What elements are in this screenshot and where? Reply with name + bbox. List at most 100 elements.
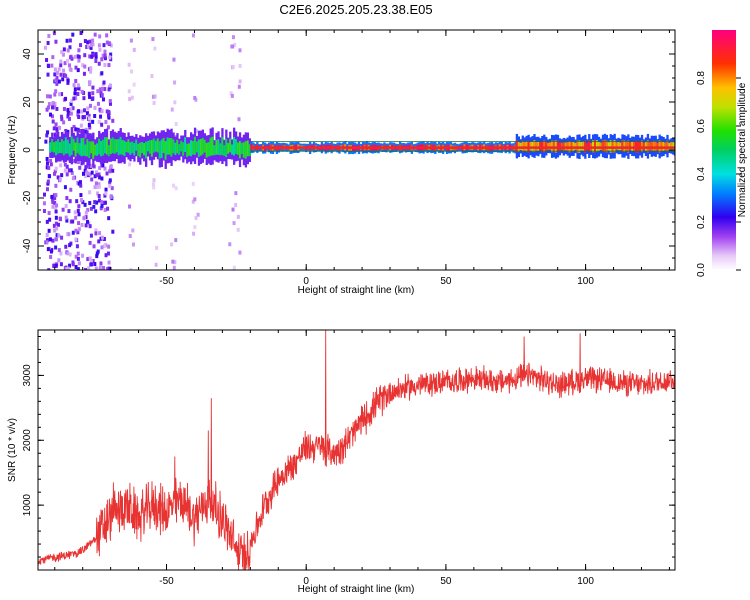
heatmap-cell xyxy=(51,238,55,243)
heatmap-cell xyxy=(99,206,103,211)
heatmap-cell xyxy=(81,63,85,68)
heatmap-cell xyxy=(101,53,105,58)
heatmap-cell xyxy=(60,50,64,55)
heatmap-cell xyxy=(62,120,66,125)
heatmap-cell xyxy=(129,267,133,270)
heatmap-cell xyxy=(65,267,69,270)
heatmap-cell xyxy=(595,140,599,152)
heatmap-cell xyxy=(71,32,75,37)
x-tick-label: -50 xyxy=(159,576,174,587)
heatmap-cell xyxy=(65,218,69,223)
heatmap-cell xyxy=(158,141,161,159)
heatmap-cell xyxy=(94,144,97,156)
heatmap-cell xyxy=(172,139,175,154)
heatmap-cell xyxy=(62,140,66,156)
heatmap-cell xyxy=(94,181,98,186)
heatmap-cell xyxy=(90,96,94,101)
heatmap-cell xyxy=(234,191,238,196)
heatmap-cell xyxy=(146,140,150,152)
heatmap-cell xyxy=(100,140,103,157)
colorbar-tick-label: 0.0 xyxy=(696,263,707,277)
heatmap-cell xyxy=(238,250,242,255)
heatmap-cell xyxy=(66,266,70,270)
heatmap-cell xyxy=(81,171,85,176)
heatmap-cell xyxy=(83,39,87,44)
heatmap-cell xyxy=(227,143,230,154)
heatmap-cell xyxy=(84,267,88,270)
heatmap-cell xyxy=(82,71,86,76)
x-tick-label: 100 xyxy=(577,276,594,287)
heatmap-cell xyxy=(43,45,47,50)
heatmap-cell xyxy=(66,111,70,116)
heatmap-cell xyxy=(543,140,546,153)
heatmap-cell xyxy=(80,197,84,202)
heatmap-cell xyxy=(193,95,197,100)
heatmap-cell xyxy=(88,172,92,177)
heatmap-cell xyxy=(106,125,110,130)
heatmap-cell xyxy=(91,259,95,264)
heatmap-cell xyxy=(85,170,89,175)
heatmap-cell xyxy=(69,168,73,173)
heatmap-cell xyxy=(91,119,95,124)
heatmap-cell xyxy=(100,245,104,250)
heatmap-cell xyxy=(199,138,203,156)
heatmap-cell xyxy=(53,72,57,77)
heatmap-cell xyxy=(152,138,156,153)
heatmap-cell xyxy=(105,171,109,176)
y-tick-label: -20 xyxy=(22,190,33,205)
heatmap-cell xyxy=(128,204,132,209)
heatmap-cell xyxy=(97,239,101,244)
heatmap-cell xyxy=(102,265,106,270)
heatmap-cell xyxy=(197,139,201,157)
heatmap-cell xyxy=(54,237,58,242)
snr-x-axis-label: Height of straight line (km) xyxy=(298,584,415,595)
heatmap-cell xyxy=(58,142,62,154)
heatmap-cell xyxy=(49,142,52,153)
heatmap-cell xyxy=(108,169,112,174)
heatmap-cell xyxy=(171,259,175,264)
heatmap-cell xyxy=(205,142,208,158)
heatmap-cell xyxy=(170,107,174,112)
heatmap-cell xyxy=(95,173,99,178)
y-tick-label: 1000 xyxy=(22,494,33,517)
heatmap-cell xyxy=(82,96,86,101)
heatmap-cell xyxy=(89,133,93,138)
heatmap-cell xyxy=(45,58,49,63)
heatmap-cell xyxy=(79,183,83,188)
heatmap-cell xyxy=(83,115,87,120)
heatmap-cell xyxy=(88,125,92,130)
heatmap-cell xyxy=(95,170,99,175)
heatmap-cell xyxy=(240,142,244,155)
heatmap-cell xyxy=(109,164,113,169)
heatmap-cell xyxy=(52,126,56,131)
heatmap-cell xyxy=(67,168,71,173)
heatmap-cell xyxy=(54,209,58,214)
heatmap-cell xyxy=(106,267,110,270)
heatmap-cell xyxy=(57,248,61,253)
heatmap-cell xyxy=(77,261,81,266)
heatmap-cell xyxy=(191,181,195,186)
heatmap-cell xyxy=(64,215,68,220)
heatmap-cell xyxy=(47,33,51,38)
heatmap-cell xyxy=(45,161,49,166)
heatmap-cell xyxy=(153,46,157,51)
heatmap-cell xyxy=(152,178,156,183)
heatmap-cell xyxy=(244,141,248,159)
heatmap-cell xyxy=(87,91,91,96)
heatmap-cell xyxy=(76,109,80,114)
heatmap-cell xyxy=(172,57,176,62)
heatmap-cell xyxy=(98,138,101,155)
heatmap-cell xyxy=(83,133,87,138)
heatmap-cell xyxy=(80,138,83,157)
heatmap-cell xyxy=(109,43,113,48)
heatmap-cell xyxy=(88,141,91,159)
heatmap-cell xyxy=(46,238,50,243)
heatmap-cell xyxy=(54,221,58,226)
heatmap-cell xyxy=(164,141,167,160)
heatmap-cell xyxy=(123,140,126,157)
heatmap-cell xyxy=(74,79,78,84)
heatmap-cell xyxy=(588,140,591,153)
heatmap-cell xyxy=(85,219,89,224)
heatmap-cell xyxy=(117,139,120,156)
heatmap-cell xyxy=(109,194,113,199)
